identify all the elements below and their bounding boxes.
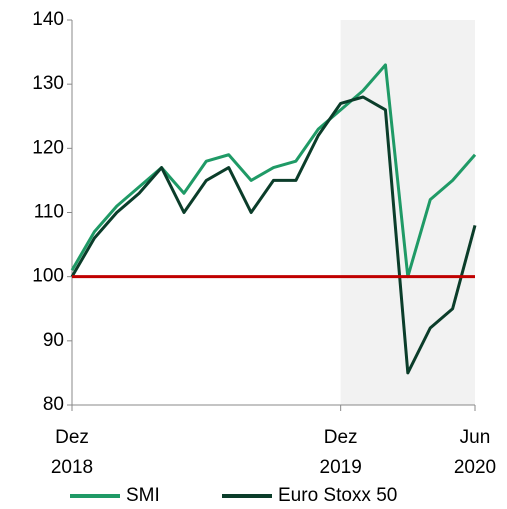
x-tick-label: Jun 2020 [453,427,497,478]
y-tick-label: 110 [34,202,64,223]
y-tick-label: 90 [43,330,64,351]
legend-label: SMI [126,485,160,506]
y-tick-label: 140 [32,9,64,30]
x-tick-label: Dez 2018 [50,427,94,478]
legend-label: Euro Stoxx 50 [278,485,397,506]
x-tick-label: Dez 2019 [319,427,362,478]
highlight-region [340,20,475,405]
y-tick-label: 120 [32,137,64,158]
y-tick-label: 130 [32,73,64,94]
y-tick-label: 80 [43,394,64,415]
series-line [70,95,477,375]
y-tick-label: 100 [32,266,64,287]
